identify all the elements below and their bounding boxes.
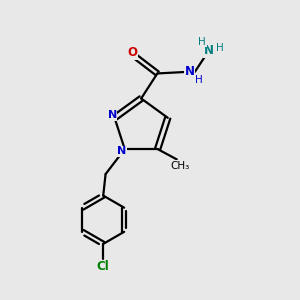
Text: CH₃: CH₃	[171, 161, 190, 171]
Text: N: N	[185, 65, 195, 79]
Text: N: N	[108, 110, 117, 120]
Text: H: H	[198, 37, 206, 46]
Text: H: H	[216, 44, 224, 53]
Text: N: N	[117, 146, 126, 156]
Text: O: O	[128, 46, 138, 59]
Text: H: H	[195, 75, 203, 85]
Text: N: N	[204, 44, 214, 57]
Text: Cl: Cl	[97, 260, 110, 273]
